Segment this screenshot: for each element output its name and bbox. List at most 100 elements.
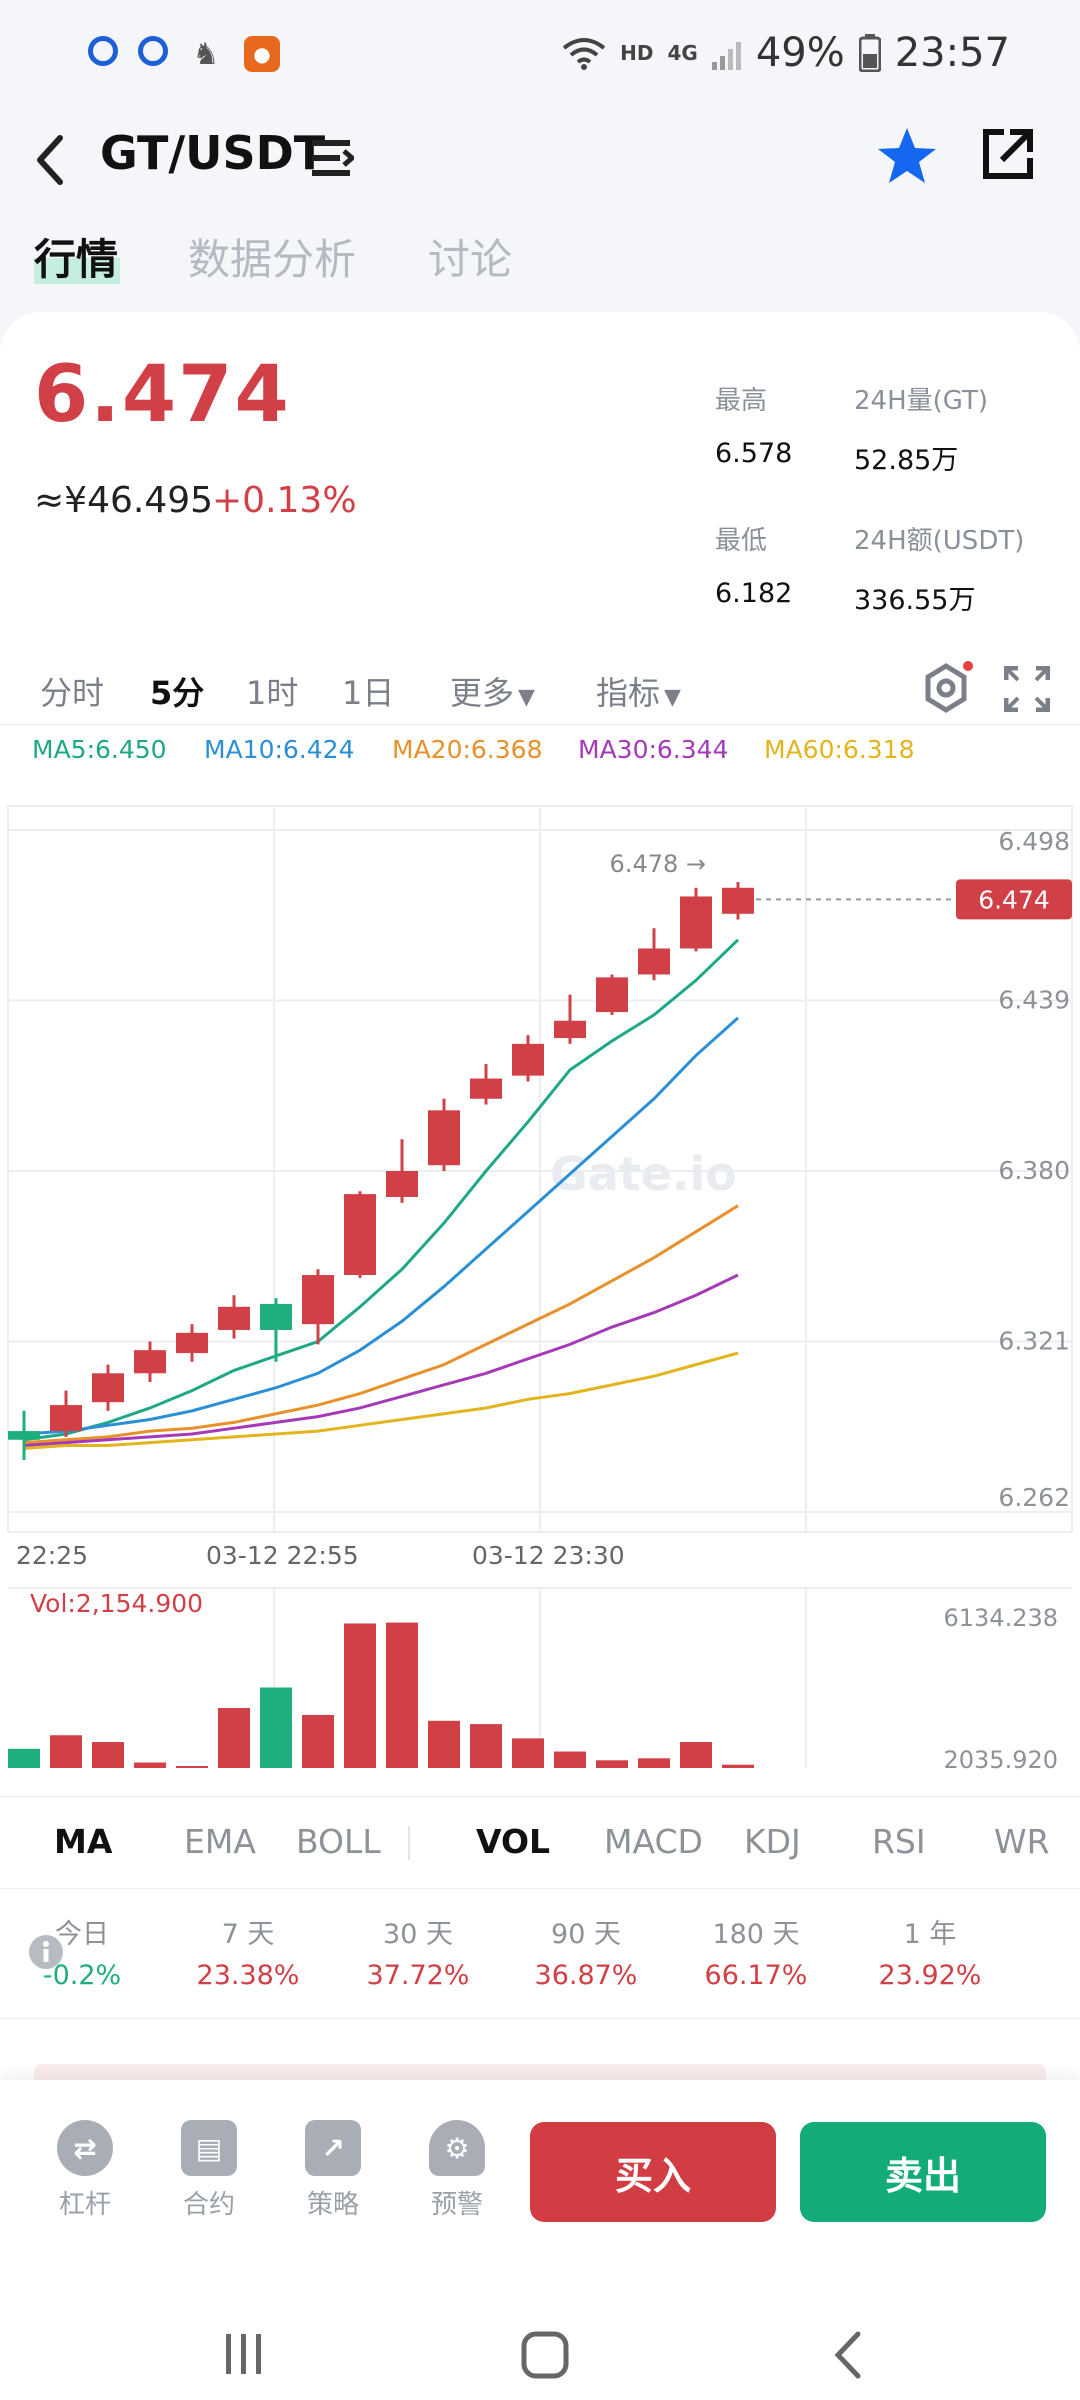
- indicator-tab-rsi[interactable]: RSI: [872, 1822, 926, 1861]
- indicator-tab-boll[interactable]: BOLL: [296, 1822, 381, 1861]
- period-5m[interactable]: 5分: [150, 674, 205, 712]
- margin-label: 杠杆: [58, 2190, 111, 2220]
- volume-bar: [134, 1762, 166, 1768]
- performance-label: 30 天: [383, 1919, 453, 1950]
- chart-settings-icon[interactable]: [918, 660, 974, 716]
- alert-label: 预警: [430, 2190, 483, 2220]
- strategy-button[interactable]: ↗ 策略: [288, 2120, 378, 2221]
- recent-apps-icon[interactable]: [222, 2332, 266, 2376]
- indicator-tab-vol[interactable]: VOL: [476, 1822, 551, 1861]
- volume-label: Vol:2,154.900: [30, 1589, 203, 1618]
- signal-icon: [711, 42, 741, 70]
- indicator-tab-wr[interactable]: WR: [994, 1822, 1050, 1861]
- volume-bar: [218, 1708, 250, 1768]
- sell-button[interactable]: 卖出: [800, 2122, 1046, 2222]
- back-icon[interactable]: [830, 2330, 864, 2380]
- performance-label: 90 天: [551, 1919, 621, 1950]
- candlestick-chart[interactable]: Gate.io 6.498 6.439 6.380 6.321 6.262 22:25 03…: [0, 790, 1080, 1770]
- strategy-icon: ↗: [305, 2120, 361, 2176]
- contract-button[interactable]: ▤ 合约: [164, 2120, 254, 2221]
- volume-bar: [680, 1742, 712, 1768]
- candle-body: [470, 1078, 502, 1099]
- tab-discussion[interactable]: 讨论: [428, 235, 513, 284]
- indicator-tab-kdj[interactable]: KDJ: [744, 1822, 801, 1861]
- more-periods-dropdown[interactable]: 更多 ▼: [450, 668, 535, 714]
- candle-body: [260, 1303, 292, 1330]
- y-axis-tick: 6.439: [998, 986, 1070, 1015]
- price-change: +0.13%: [212, 480, 357, 521]
- candles: [8, 882, 754, 1460]
- candle-body: [8, 1431, 40, 1440]
- clock: 23:57: [894, 30, 1010, 76]
- candle-body: [680, 896, 712, 949]
- period-1h[interactable]: 1时: [246, 674, 299, 712]
- alert-button[interactable]: ⚙ 预警: [412, 2120, 502, 2221]
- volume-tick-max: 6134.238: [943, 1604, 1058, 1632]
- chart-grid: [7, 805, 1073, 1533]
- performance-value: 66.17%: [704, 1960, 808, 1991]
- ma-line-ma20: [23, 1204, 739, 1445]
- tab-market[interactable]: 行情: [34, 235, 119, 284]
- candle-body: [596, 977, 628, 1013]
- performance-value: -0.2%: [42, 1960, 122, 1991]
- amount-label: 24H额(USDT): [854, 526, 1025, 556]
- notification-icons: ♞ ●: [88, 36, 280, 72]
- candle-body: [428, 1110, 460, 1166]
- contract-icon: ▤: [181, 2120, 237, 2176]
- last-price: 6.474: [34, 350, 291, 440]
- ma30-legend: MA30:6.344: [578, 735, 729, 764]
- caret-down-icon: ▼: [518, 685, 535, 710]
- banner-edge: [34, 2064, 1046, 2084]
- ma-line-ma60: [23, 1351, 739, 1450]
- info-icon[interactable]: [28, 1934, 64, 1970]
- more-label: 更多: [450, 674, 515, 712]
- indicator-label: 指标: [596, 674, 661, 712]
- network-indicator: 4G: [667, 41, 698, 65]
- volume-bar: [554, 1751, 586, 1768]
- performance-label: 1 年: [903, 1919, 957, 1950]
- period-selector: 分时 5分 1时 1日 更多 ▼ 指标 ▼: [0, 660, 1080, 720]
- star-icon[interactable]: [876, 126, 938, 186]
- x-axis-tick: 03-12 22:55: [206, 1541, 359, 1570]
- margin-button[interactable]: ⇄ 杠杆: [40, 2120, 130, 2221]
- page-title[interactable]: GT/USDT: [100, 126, 326, 180]
- volume-bar: [638, 1758, 670, 1768]
- buy-button[interactable]: 买入: [530, 2122, 776, 2222]
- volume-bar: [344, 1623, 376, 1768]
- battery-percent: 49%: [755, 30, 845, 76]
- performance-label: 今日: [55, 1919, 109, 1950]
- tab-data-analysis[interactable]: 数据分析: [188, 235, 357, 284]
- candle-body: [218, 1306, 250, 1330]
- indicator-tab-ma[interactable]: MA: [54, 1822, 113, 1861]
- caret-down-icon: ▼: [664, 685, 681, 710]
- last-price-label: 6.474: [978, 885, 1050, 914]
- home-icon[interactable]: [520, 2330, 570, 2380]
- volume-bar: [596, 1760, 628, 1768]
- indicator-tab-macd[interactable]: MACD: [604, 1822, 703, 1861]
- axis-labels: 6.498 6.439 6.380 6.321 6.262 22:25 03-12 22:5…: [16, 827, 1072, 1570]
- period-timeline[interactable]: 分时: [40, 674, 105, 712]
- high-value: 6.578: [715, 438, 793, 469]
- ma-line-ma5: [23, 938, 740, 1442]
- candle-body: [554, 1020, 586, 1039]
- fullscreen-icon[interactable]: [1004, 666, 1050, 712]
- indicator-dropdown[interactable]: 指标 ▼: [596, 668, 681, 714]
- volume-bar: [302, 1714, 334, 1768]
- candle-body: [176, 1332, 208, 1354]
- strategy-label: 策略: [306, 2190, 359, 2220]
- ma20-legend: MA20:6.368: [392, 735, 543, 764]
- wifi-icon: [562, 38, 606, 70]
- contract-label: 合约: [182, 2190, 235, 2220]
- volume-bar: [386, 1622, 418, 1768]
- volume-tick-min: 2035.920: [943, 1746, 1058, 1770]
- period-1d[interactable]: 1日: [342, 674, 395, 712]
- ma5-legend: MA5:6.450: [32, 735, 167, 764]
- indicator-tab-ema[interactable]: EMA: [184, 1822, 256, 1861]
- divider: [0, 1888, 1080, 1889]
- high-label: 最高: [715, 386, 768, 416]
- performance-label: 7 天: [221, 1919, 275, 1950]
- chevron-left-icon[interactable]: [30, 132, 70, 188]
- list-icon[interactable]: [312, 136, 354, 180]
- app-notification-icon: [88, 36, 118, 66]
- share-icon[interactable]: [980, 126, 1036, 182]
